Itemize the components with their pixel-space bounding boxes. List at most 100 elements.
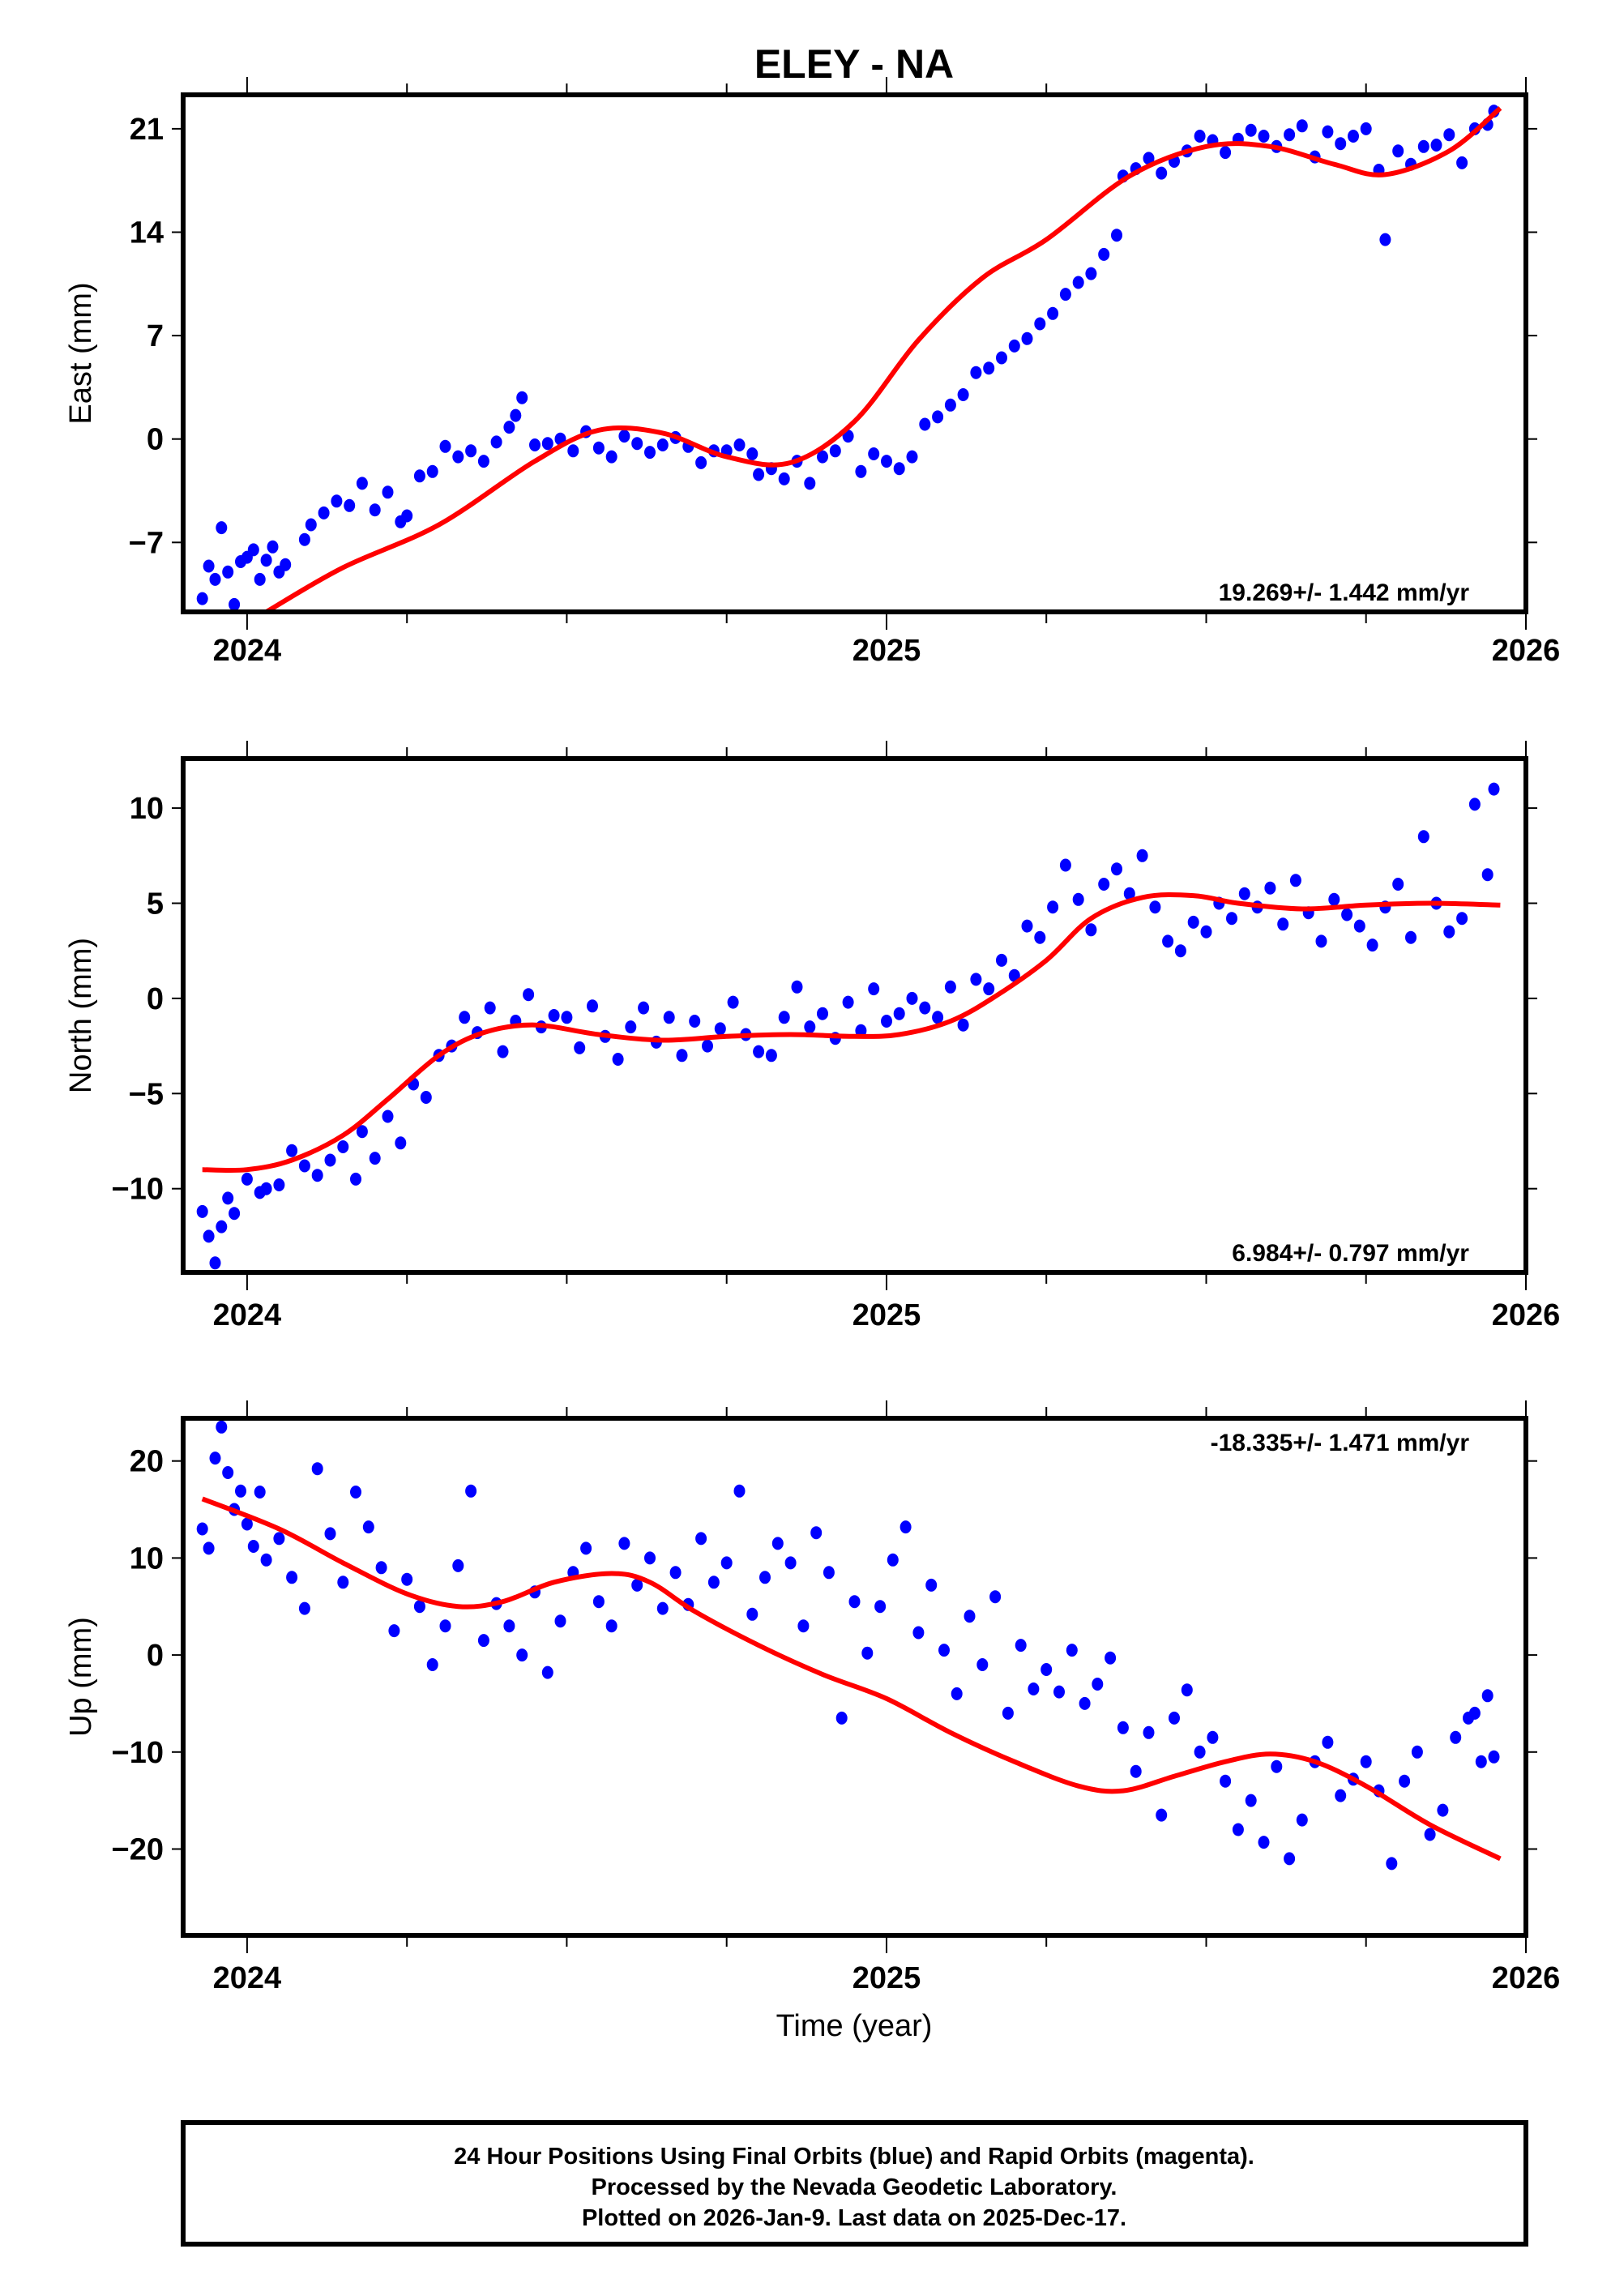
data-point — [356, 1125, 368, 1139]
data-point — [1468, 1706, 1481, 1720]
data-point — [906, 991, 918, 1005]
y-tick-label: −5 — [129, 1077, 164, 1111]
data-point — [1437, 1803, 1449, 1817]
data-point — [196, 1204, 208, 1218]
data-point — [1360, 122, 1372, 135]
data-point — [1399, 1774, 1411, 1788]
data-point — [209, 1452, 221, 1465]
data-point — [401, 1572, 413, 1586]
data-point — [1066, 1644, 1078, 1657]
data-point — [1123, 887, 1135, 900]
x-tick-label: 2026 — [1492, 1298, 1561, 1332]
y-tick-label: 0 — [147, 1639, 164, 1673]
data-point — [868, 982, 880, 996]
east-frame — [181, 92, 1528, 614]
data-point — [1417, 139, 1429, 153]
data-point — [1238, 887, 1250, 900]
data-point — [676, 1049, 688, 1062]
data-point — [516, 391, 528, 404]
data-point — [439, 1619, 451, 1633]
north-trend-line — [202, 892, 1501, 1174]
data-point — [344, 498, 356, 512]
data-point — [932, 1011, 944, 1024]
data-point — [280, 558, 292, 571]
data-point — [1353, 919, 1365, 933]
data-point — [318, 506, 330, 519]
data-point — [350, 1486, 361, 1499]
y-tick-label: 21 — [130, 113, 164, 147]
data-point — [1079, 1696, 1091, 1710]
up-trend-line — [201, 1496, 1502, 1862]
data-point — [203, 1229, 215, 1243]
data-point — [625, 1020, 637, 1034]
data-point — [490, 435, 502, 449]
data-point — [778, 1011, 790, 1024]
data-point — [746, 1607, 758, 1621]
data-point — [1085, 923, 1097, 937]
data-point — [1174, 944, 1186, 958]
data-point — [944, 398, 956, 412]
data-point — [1481, 1689, 1493, 1703]
data-point — [702, 1039, 713, 1053]
north-panel: 2024 2025 2026 10 5 0 −5 −10 North (mm) 6.984+/- … — [64, 741, 1560, 1332]
data-point — [938, 1644, 950, 1657]
north-y-axis-label: North (mm) — [64, 938, 98, 1093]
data-point — [260, 554, 272, 567]
data-point — [203, 559, 215, 573]
data-point — [804, 1020, 816, 1034]
data-point — [1245, 123, 1257, 137]
data-point — [1149, 900, 1161, 914]
data-point — [452, 1558, 464, 1572]
data-point — [1289, 874, 1301, 887]
data-point — [1034, 930, 1046, 944]
data-point — [1328, 892, 1340, 906]
data-point — [503, 1619, 515, 1633]
x-tick-label: 2025 — [853, 1961, 921, 1995]
data-point — [1021, 331, 1033, 345]
data-point — [554, 1614, 566, 1628]
data-point — [1258, 1836, 1270, 1849]
data-point — [375, 1561, 387, 1575]
data-point — [1481, 868, 1493, 882]
x-tick-label: 2025 — [853, 634, 921, 668]
data-point — [1156, 1808, 1168, 1822]
data-point — [1488, 1750, 1500, 1764]
data-point — [612, 1053, 624, 1066]
data-point — [337, 1576, 349, 1589]
data-point — [1194, 1745, 1206, 1759]
data-point — [1322, 125, 1334, 139]
data-point — [229, 597, 241, 611]
data-point — [1315, 934, 1327, 948]
data-point — [1450, 1730, 1462, 1744]
data-point — [631, 1578, 643, 1592]
data-point — [1322, 1735, 1334, 1749]
data-point — [222, 565, 234, 579]
east-panel: 2024 2025 2026 21 14 7 0 −7 East (mm) 19.269+/- 1… — [64, 77, 1560, 668]
data-point — [222, 1466, 234, 1479]
data-point — [753, 468, 765, 481]
data-point — [548, 1009, 560, 1022]
x-tick-label: 2024 — [213, 1298, 282, 1332]
data-point — [1417, 830, 1429, 844]
data-point — [791, 980, 803, 994]
data-point — [356, 477, 368, 490]
data-point — [1162, 934, 1174, 948]
data-point — [893, 1007, 905, 1020]
data-point — [260, 1182, 272, 1195]
data-point — [733, 1484, 746, 1498]
data-point — [983, 361, 995, 375]
data-point — [413, 1600, 425, 1614]
data-point — [1143, 152, 1155, 165]
data-point — [656, 1601, 669, 1615]
data-point — [516, 1648, 528, 1662]
data-point — [1111, 862, 1122, 876]
north-frame — [181, 756, 1528, 1275]
data-point — [970, 366, 982, 379]
data-point — [241, 1172, 253, 1186]
data-point — [254, 1486, 266, 1499]
data-point — [1271, 1759, 1283, 1773]
data-point — [881, 1015, 892, 1028]
footer-line-3: Plotted on 2026-Jan-9. Last data on 2025… — [582, 2205, 1126, 2231]
chart-title: ELEY - NA — [754, 41, 954, 87]
